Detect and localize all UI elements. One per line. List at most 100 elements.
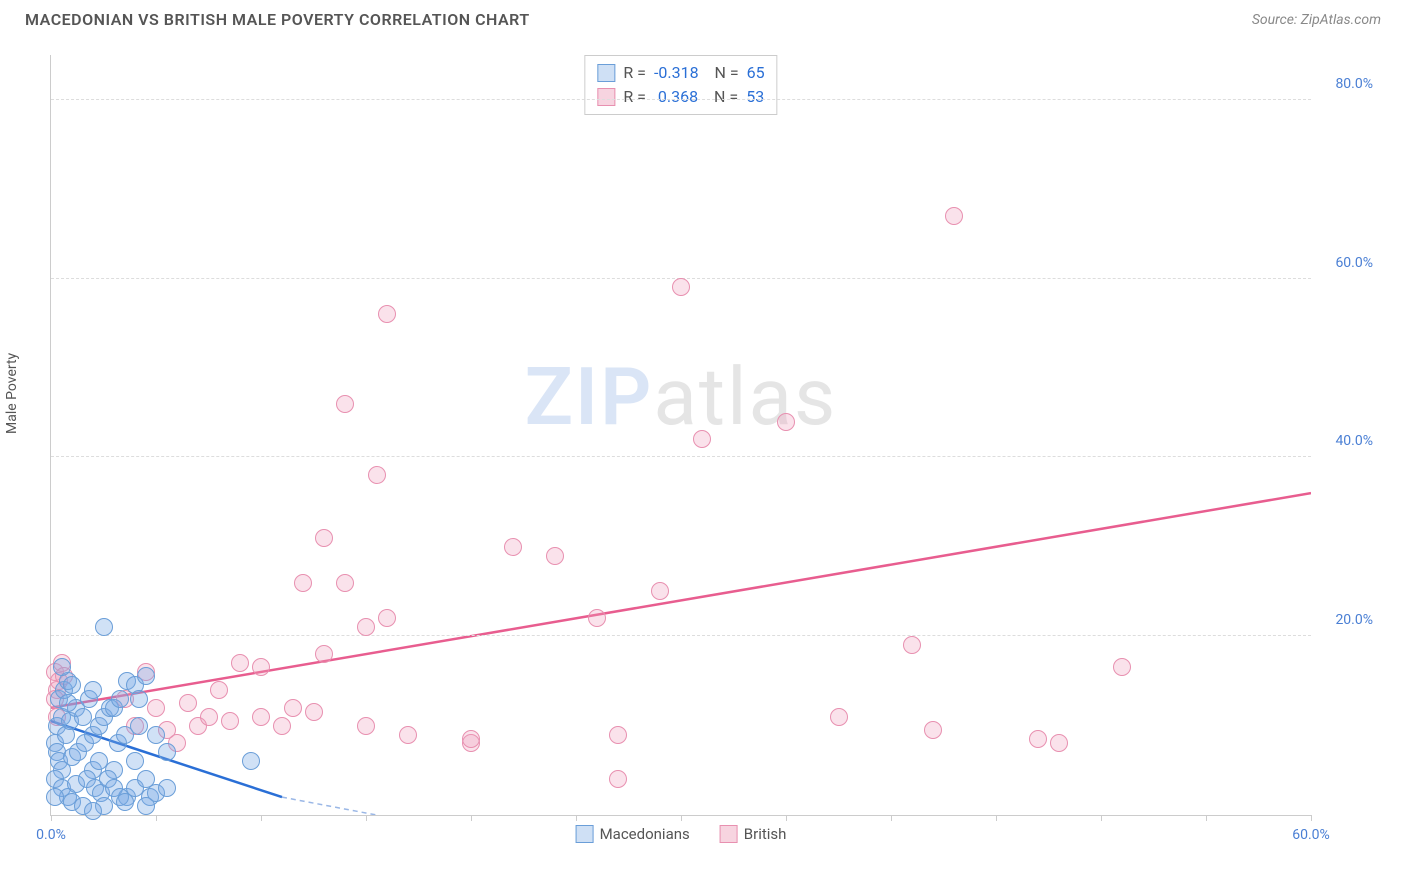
- data-point: [273, 717, 291, 735]
- data-point: [137, 667, 155, 685]
- data-point: [609, 726, 627, 744]
- x-tick: [261, 815, 262, 821]
- data-point: [945, 207, 963, 225]
- x-tick: [681, 815, 682, 821]
- chart-title: MACEDONIAN VS BRITISH MALE POVERTY CORRE…: [25, 10, 530, 29]
- data-point: [336, 574, 354, 592]
- data-point: [111, 690, 129, 708]
- data-point: [130, 690, 148, 708]
- data-point: [378, 609, 396, 627]
- x-tick: [156, 815, 157, 821]
- gridline: [51, 99, 1311, 100]
- data-point: [53, 658, 71, 676]
- data-point: [830, 708, 848, 726]
- data-point: [126, 752, 144, 770]
- data-point: [336, 395, 354, 413]
- stats-n-brit: 53: [746, 85, 764, 109]
- y-tick-label: 40.0%: [1335, 433, 1373, 449]
- data-point: [46, 788, 64, 806]
- source-attribution: Source: ZipAtlas.com: [1252, 12, 1381, 28]
- header: MACEDONIAN VS BRITISH MALE POVERTY CORRE…: [0, 0, 1406, 29]
- data-point: [1029, 730, 1047, 748]
- stats-r-label-2: R =: [623, 85, 646, 109]
- x-tick: [996, 815, 997, 821]
- x-tick-label: 0.0%: [36, 827, 66, 843]
- data-point: [179, 694, 197, 712]
- data-point: [137, 797, 155, 815]
- y-tick-label: 20.0%: [1335, 612, 1373, 628]
- stats-n-label: N =: [707, 61, 739, 85]
- stats-n-label-2: N =: [706, 85, 738, 109]
- data-point: [130, 717, 148, 735]
- stats-row-macedonians: R = -0.318 N = 65: [597, 61, 764, 85]
- data-point: [284, 699, 302, 717]
- stats-r-brit: 0.368: [654, 85, 698, 109]
- data-point: [924, 721, 942, 739]
- data-point: [221, 712, 239, 730]
- data-point: [147, 699, 165, 717]
- data-point: [116, 793, 134, 811]
- scatter-chart: ZIPatlas R = -0.318 N = 65 R = 0.368 N =…: [50, 55, 1311, 816]
- data-point: [84, 681, 102, 699]
- data-point: [357, 618, 375, 636]
- data-point: [1050, 734, 1068, 752]
- stats-r-label: R =: [623, 61, 646, 85]
- data-point: [315, 529, 333, 547]
- swatch-british-icon: [720, 825, 738, 843]
- data-point: [903, 636, 921, 654]
- data-point: [399, 726, 417, 744]
- data-point: [59, 694, 77, 712]
- swatch-macedonians-icon: [576, 825, 594, 843]
- data-point: [231, 654, 249, 672]
- y-tick-label: 80.0%: [1335, 76, 1373, 92]
- data-point: [242, 752, 260, 770]
- correlation-stats-box: R = -0.318 N = 65 R = 0.368 N = 53: [584, 55, 777, 115]
- legend-label-macedonians: Macedonians: [600, 825, 690, 843]
- legend: Macedonians British: [576, 825, 787, 843]
- data-point: [368, 466, 386, 484]
- watermark-atlas: atlas: [653, 350, 837, 444]
- x-tick: [1101, 815, 1102, 821]
- data-point: [546, 547, 564, 565]
- data-point: [504, 538, 522, 556]
- x-tick: [51, 815, 52, 821]
- x-tick: [471, 815, 472, 821]
- x-tick-label: 60.0%: [1292, 827, 1330, 843]
- data-point: [147, 726, 165, 744]
- x-tick: [891, 815, 892, 821]
- legend-item-british: British: [720, 825, 787, 843]
- x-tick: [1206, 815, 1207, 821]
- legend-item-macedonians: Macedonians: [576, 825, 690, 843]
- gridline: [51, 456, 1311, 457]
- stats-n-mac: 65: [747, 61, 765, 85]
- data-point: [462, 730, 480, 748]
- data-point: [378, 305, 396, 323]
- data-point: [357, 717, 375, 735]
- x-tick: [1311, 815, 1312, 821]
- gridline: [51, 635, 1311, 636]
- data-point: [95, 618, 113, 636]
- x-tick: [576, 815, 577, 821]
- watermark: ZIPatlas: [525, 350, 838, 444]
- data-point: [294, 574, 312, 592]
- swatch-macedonians-icon: [597, 64, 615, 82]
- watermark-zip: ZIP: [525, 350, 654, 444]
- data-point: [305, 703, 323, 721]
- data-point: [63, 676, 81, 694]
- data-point: [74, 708, 92, 726]
- swatch-british-icon: [597, 88, 615, 106]
- data-point: [210, 681, 228, 699]
- legend-label-british: British: [744, 825, 787, 843]
- data-point: [1113, 658, 1131, 676]
- data-point: [252, 658, 270, 676]
- data-point: [651, 582, 669, 600]
- y-tick-label: 60.0%: [1335, 255, 1373, 271]
- data-point: [609, 770, 627, 788]
- data-point: [200, 708, 218, 726]
- data-point: [315, 645, 333, 663]
- x-tick: [786, 815, 787, 821]
- data-point: [672, 278, 690, 296]
- y-axis-label: Male Poverty: [4, 353, 20, 434]
- data-point: [84, 802, 102, 820]
- data-point: [252, 708, 270, 726]
